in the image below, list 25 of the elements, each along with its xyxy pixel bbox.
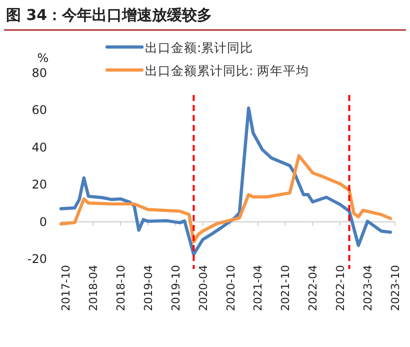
x-tick-label: 2020-04 <box>196 265 210 311</box>
y-tick-label: -20 <box>27 252 47 266</box>
x-tick-label: 2020-10 <box>224 265 238 311</box>
y-tick-label: 80 <box>32 66 47 80</box>
legend-label: 出口金额:累计同比 <box>145 40 254 55</box>
y-tick-label: 60 <box>32 103 47 118</box>
y-axis-title: % <box>37 51 49 65</box>
legend-label: 出口金额累计同比: 两年平均 <box>145 63 310 78</box>
y-tick-label: 0 <box>39 214 47 229</box>
y-tick-label: 20 <box>32 178 47 192</box>
x-tick-label: 2023-04 <box>362 265 375 311</box>
x-tick-label: 2022-10 <box>334 265 348 311</box>
x-tick-label: 2017-10 <box>60 265 73 311</box>
line-series <box>59 154 392 244</box>
x-tick-label: 2023-10 <box>389 265 402 311</box>
x-tick-label: 2021-10 <box>279 265 292 311</box>
x-tick-label: 2018-10 <box>114 265 128 311</box>
x-tick-label: 2022-04 <box>306 265 320 311</box>
line-series <box>59 106 392 256</box>
chart-title: 图 34：今年出口增速放缓较多 <box>6 6 212 24</box>
x-tick-label: 2019-10 <box>169 265 182 311</box>
x-tick-label: 2019-04 <box>142 265 155 311</box>
y-tick-label: 40 <box>32 140 47 154</box>
x-tick-label: 2018-04 <box>87 265 100 311</box>
x-tick-label: 2021-04 <box>252 265 265 311</box>
